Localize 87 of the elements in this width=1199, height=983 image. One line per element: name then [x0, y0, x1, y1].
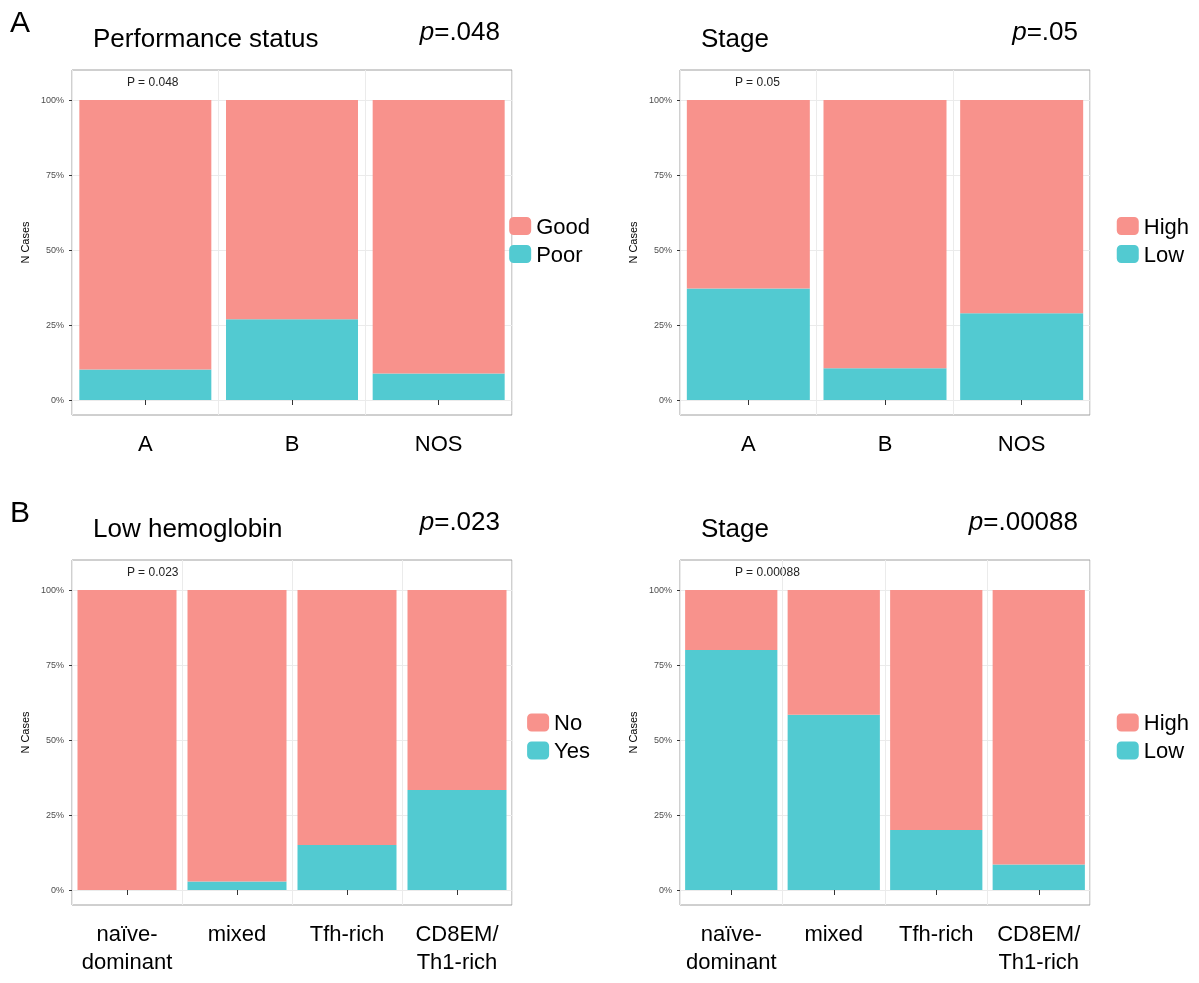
- bar: [187, 881, 287, 890]
- bar: [960, 100, 1084, 314]
- x-tick-label: B: [284, 430, 300, 456]
- x-tick-label: Tfh-rich: [309, 920, 385, 946]
- y-tick-label: 50%: [45, 735, 64, 745]
- bar: [226, 100, 358, 320]
- y-axis-title: N Cases: [626, 220, 639, 264]
- bar: [992, 864, 1085, 890]
- y-axis-title: N Cases: [18, 220, 31, 264]
- bar: [823, 100, 947, 369]
- y-tick-label: 50%: [45, 245, 64, 255]
- y-tick-label: 50%: [653, 245, 672, 255]
- y-tick-label: 100%: [648, 585, 672, 595]
- x-tick-label: mixed: [804, 920, 864, 946]
- y-tick-label: 50%: [653, 735, 672, 745]
- bar: [686, 100, 810, 289]
- y-tick-label: 100%: [40, 95, 64, 105]
- chart-title: Stage: [701, 513, 769, 543]
- bar: [685, 650, 778, 890]
- y-tick-label: 100%: [648, 95, 672, 105]
- x-tick-label: NOS: [414, 430, 463, 456]
- annotation: P = 0.048: [127, 75, 179, 89]
- y-tick-label: 25%: [45, 810, 64, 820]
- x-tick-label: CD8EM/ Th1-rich: [997, 920, 1082, 974]
- legend-label: Low: [1143, 738, 1185, 763]
- y-tick-label: 0%: [658, 395, 672, 405]
- x-tick-label: naïve- dominant: [685, 920, 777, 974]
- bar: [823, 368, 947, 400]
- bar: [890, 830, 983, 890]
- bar: [226, 319, 358, 400]
- y-tick-label: 0%: [50, 885, 64, 895]
- bar: [686, 288, 810, 400]
- text: p=.023: [418, 506, 501, 536]
- bar: [297, 590, 397, 845]
- y-tick-label: 75%: [45, 660, 64, 670]
- x-tick-label: B: [877, 430, 893, 456]
- legend-label: No: [554, 710, 583, 735]
- bar: [685, 590, 778, 650]
- x-tick-label: A: [137, 430, 153, 456]
- y-tick-label: 0%: [50, 395, 64, 405]
- y-tick-label: 75%: [45, 170, 64, 180]
- y-axis-title: N Cases: [18, 710, 31, 754]
- y-tick-label: 25%: [653, 320, 672, 330]
- bar: [787, 590, 880, 715]
- chart-title: Performance status: [93, 23, 319, 53]
- annotation: P = 0.00088: [735, 565, 801, 579]
- legend-label: Good: [536, 213, 591, 239]
- y-tick-label: 100%: [40, 585, 64, 595]
- bar: [79, 369, 212, 400]
- bar: [890, 590, 983, 830]
- x-tick-label: NOS: [997, 430, 1046, 456]
- y-tick-label: 0%: [658, 885, 672, 895]
- y-axis-title: N Cases: [626, 710, 639, 754]
- x-tick-label: A: [740, 430, 756, 456]
- text: p=.00088: [967, 506, 1079, 536]
- y-tick-label: 75%: [653, 170, 672, 180]
- text: p=.048: [418, 16, 501, 46]
- x-tick-label: mixed: [207, 920, 267, 946]
- text: B: [10, 494, 31, 528]
- bar: [787, 714, 880, 890]
- bar: [297, 845, 397, 890]
- bar: [77, 590, 177, 890]
- y-tick-label: 75%: [653, 660, 672, 670]
- x-tick-label: CD8EM/ Th1-rich: [415, 920, 500, 974]
- bar: [372, 100, 505, 374]
- annotation: P = 0.05: [735, 75, 781, 89]
- text: p=.05: [1011, 16, 1078, 46]
- chart-title: Stage: [701, 23, 769, 53]
- annotation: P = 0.023: [127, 565, 179, 579]
- legend-label: Poor: [536, 241, 583, 267]
- bar: [960, 313, 1084, 400]
- legend-label: High: [1143, 710, 1189, 735]
- bar: [372, 373, 505, 400]
- chart-title: Low hemoglobin: [93, 513, 283, 543]
- legend-label: Low: [1143, 241, 1185, 267]
- bar: [187, 590, 287, 882]
- x-tick-label: naïve- dominant: [81, 920, 173, 974]
- bar: [407, 590, 507, 791]
- legend-label: Yes: [554, 738, 590, 763]
- bar: [407, 790, 507, 890]
- x-tick-label: Tfh-rich: [898, 920, 974, 946]
- legend-label: High: [1143, 213, 1189, 239]
- y-tick-label: 25%: [45, 320, 64, 330]
- y-tick-label: 25%: [653, 810, 672, 820]
- text: A: [10, 4, 31, 38]
- bar: [992, 590, 1085, 865]
- bar: [79, 100, 212, 370]
